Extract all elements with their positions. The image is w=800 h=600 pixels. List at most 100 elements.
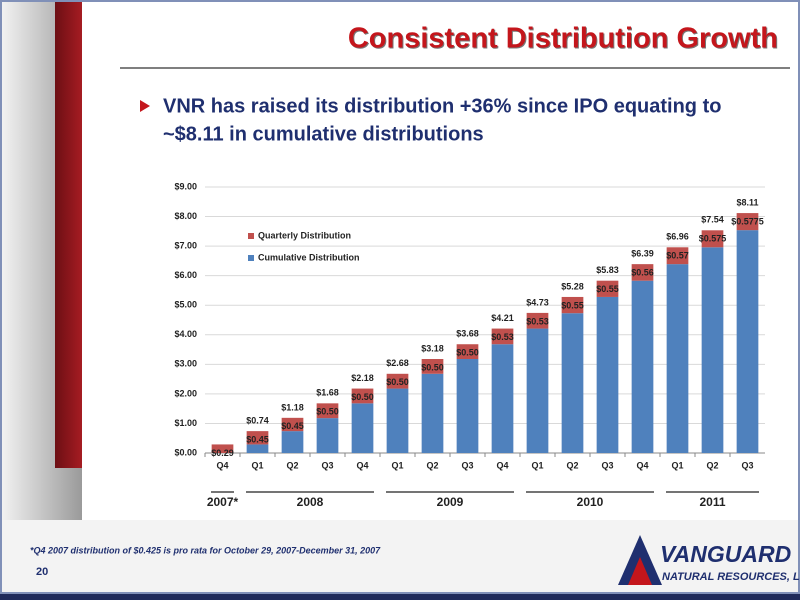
- bar-segment: [561, 313, 584, 453]
- bar-segment: [421, 373, 444, 453]
- x-tick-label: Q4: [216, 460, 228, 470]
- bullet-line: VNR has raised its distribution +36% sin…: [163, 95, 721, 117]
- bullet-arrow: [140, 100, 150, 112]
- y-tick-label: $4.00: [174, 329, 197, 339]
- total-label: $6.39: [631, 249, 654, 259]
- bar-segment: [631, 264, 654, 281]
- bar-segment: [386, 373, 409, 389]
- legend-label: Quarterly Distribution: [258, 230, 351, 240]
- value-label: $0.50: [351, 392, 374, 402]
- value-label: $0.53: [526, 316, 549, 326]
- legend-swatch: [248, 233, 254, 239]
- y-tick-label: $7.00: [174, 240, 197, 250]
- bar-segment: [596, 280, 619, 297]
- logo-text: VANGUARD: [660, 541, 791, 567]
- y-tick-label: $3.00: [174, 359, 197, 369]
- x-tick-label: Q1: [391, 460, 403, 470]
- total-label: $3.68: [456, 329, 479, 339]
- value-label: $0.50: [386, 377, 409, 387]
- bar-segment: [246, 444, 269, 453]
- y-tick-label: $0.00: [174, 447, 197, 457]
- year-label: 2010: [577, 495, 604, 509]
- x-tick-label: Q1: [531, 460, 543, 470]
- total-label: $8.11: [736, 198, 758, 208]
- year-label: 2009: [437, 495, 464, 509]
- legend-swatch: [248, 255, 254, 261]
- value-label: $0.57: [666, 251, 689, 261]
- bar-segment: [701, 247, 724, 453]
- bar-segment: [666, 247, 689, 265]
- red-bar: [55, 0, 82, 468]
- x-tick-label: Q4: [496, 460, 508, 470]
- y-tick-label: $8.00: [174, 211, 197, 221]
- y-tick-label: $5.00: [174, 300, 197, 310]
- total-label: $0.74: [246, 416, 269, 426]
- bar-segment: [246, 431, 269, 445]
- value-label: $0.53: [491, 332, 514, 342]
- bar-segment: [526, 328, 549, 453]
- bar-segment: [736, 230, 759, 453]
- total-label: $1.68: [316, 388, 339, 398]
- total-label: $4.73: [526, 298, 549, 308]
- value-label: $0.56: [631, 268, 654, 278]
- bullet-line: ~$8.11 in cumulative distributions: [163, 123, 484, 145]
- value-label: $0.55: [596, 284, 619, 294]
- year-label: 2008: [297, 495, 324, 509]
- bar-segment: [351, 403, 374, 453]
- y-tick-label: $6.00: [174, 270, 197, 280]
- bar-segment: [491, 328, 514, 345]
- bar-segment: [701, 230, 724, 248]
- x-tick-label: Q3: [321, 460, 333, 470]
- x-tick-label: Q3: [461, 460, 473, 470]
- footnote: *Q4 2007 distribution of $0.425 is pro r…: [30, 545, 381, 555]
- footer-band: [0, 520, 800, 596]
- bar-segment: [351, 388, 374, 404]
- y-tick-label: $1.00: [174, 418, 197, 428]
- bar-segment: [666, 264, 689, 453]
- bar-segment: [561, 296, 584, 314]
- year-label: 2007*: [207, 495, 239, 509]
- bar-segment: [281, 417, 304, 432]
- value-label: $0.5775: [731, 216, 764, 226]
- total-label: $5.28: [561, 281, 584, 291]
- value-label: $0.50: [456, 348, 479, 358]
- bar-segment: [386, 388, 409, 453]
- x-tick-label: Q4: [636, 460, 648, 470]
- bar-segment: [456, 359, 479, 453]
- x-tick-label: Q3: [601, 460, 613, 470]
- x-tick-label: Q1: [251, 460, 263, 470]
- y-tick-label: $2.00: [174, 388, 197, 398]
- x-tick-label: Q2: [706, 460, 718, 470]
- value-label: $0.45: [246, 435, 269, 445]
- value-label: $0.50: [421, 362, 444, 372]
- bar-segment: [316, 403, 339, 419]
- year-label: 2011: [699, 495, 725, 509]
- x-tick-label: Q3: [741, 460, 753, 470]
- y-tick-label: $9.00: [174, 181, 197, 191]
- total-label: $7.54: [701, 215, 724, 225]
- total-label: $5.83: [596, 265, 619, 275]
- bar-segment: [526, 312, 549, 329]
- bar-segment: [596, 296, 619, 453]
- title: Consistent Distribution Growth: [348, 23, 778, 55]
- bar-segment: [421, 359, 444, 374]
- logo-subtext: NATURAL RESOURCES, LLC: [662, 571, 800, 583]
- value-label: $0.45: [281, 421, 304, 431]
- x-tick-label: Q2: [426, 460, 438, 470]
- bar-segment: [456, 344, 479, 360]
- bar-segment: [316, 418, 339, 453]
- total-label: $1.18: [281, 402, 304, 412]
- bottom-rule: [0, 594, 800, 600]
- value-label: $0.55: [561, 300, 584, 310]
- x-tick-label: Q1: [671, 460, 683, 470]
- legend-label: Cumulative Distribution: [258, 252, 360, 262]
- page-number: 20: [36, 566, 48, 578]
- x-tick-label: Q2: [286, 460, 298, 470]
- bar-segment: [736, 213, 759, 231]
- bar-segment: [211, 444, 234, 453]
- bar-segment: [631, 280, 654, 453]
- x-tick-label: Q4: [356, 460, 368, 470]
